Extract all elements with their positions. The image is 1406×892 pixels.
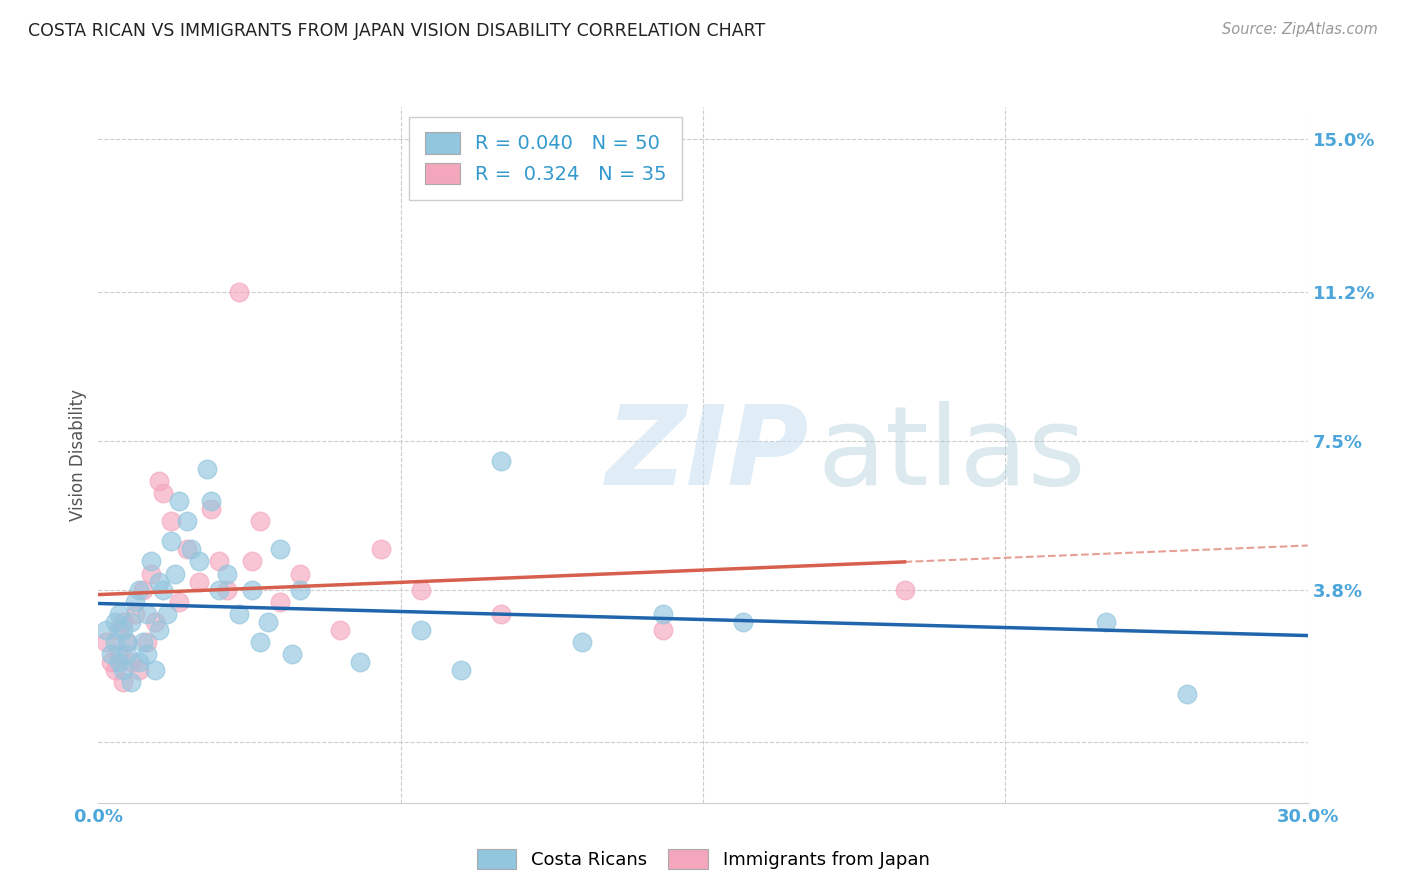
Point (188, 554, 211, 568)
Point (103, 663, 125, 677)
Point (111, 663, 134, 677)
Point (143, 663, 166, 677)
Point (111, 615, 134, 629)
Point (107, 607, 129, 621)
Point (288, 582, 311, 597)
Point (124, 595, 146, 609)
Point (491, 454, 513, 468)
Point (188, 574, 211, 589)
Point (167, 494, 190, 508)
Point (100, 655, 122, 669)
Point (107, 623, 129, 637)
Point (160, 514, 183, 528)
Point (228, 285, 250, 299)
Point (167, 595, 190, 609)
Point (893, 582, 915, 597)
Point (409, 582, 432, 597)
Y-axis label: Vision Disability: Vision Disability (69, 389, 87, 521)
Point (152, 486, 174, 500)
Point (240, 582, 263, 597)
Point (111, 623, 134, 637)
Point (180, 542, 202, 557)
Point (256, 615, 278, 629)
Point (96, 623, 118, 637)
Point (733, 615, 755, 629)
Point (217, 566, 239, 581)
Point (491, 607, 513, 621)
Point (651, 607, 673, 621)
Point (163, 566, 186, 581)
Point (1095, 615, 1118, 629)
Point (143, 615, 166, 629)
Text: Source: ZipAtlas.com: Source: ZipAtlas.com (1222, 22, 1378, 37)
Point (249, 514, 271, 528)
Point (200, 502, 222, 516)
Point (269, 595, 291, 609)
Point (195, 462, 218, 476)
Point (120, 655, 142, 669)
Point (120, 675, 142, 690)
Point (288, 566, 311, 581)
Point (651, 623, 673, 637)
Point (1175, 687, 1198, 701)
Point (208, 554, 231, 568)
Point (111, 675, 134, 690)
Point (115, 635, 138, 649)
Point (152, 582, 174, 597)
Point (148, 574, 170, 589)
Point (100, 647, 122, 661)
Point (160, 534, 183, 549)
Point (128, 663, 150, 677)
Text: ZIP: ZIP (606, 401, 810, 508)
Legend: Costa Ricans, Immigrants from Japan: Costa Ricans, Immigrants from Japan (467, 839, 939, 879)
Point (240, 554, 263, 568)
Point (571, 635, 593, 649)
Point (156, 607, 179, 621)
Point (120, 615, 142, 629)
Point (269, 542, 291, 557)
Point (281, 647, 304, 661)
Point (208, 582, 231, 597)
Point (228, 607, 250, 621)
Point (96, 635, 118, 649)
Point (124, 607, 146, 621)
Point (107, 647, 129, 661)
Point (176, 514, 198, 528)
Point (139, 566, 162, 581)
Point (132, 582, 155, 597)
Text: atlas: atlas (818, 401, 1087, 508)
Point (148, 474, 170, 488)
Legend: R = 0.040   N = 50, R =  0.324   N = 35: R = 0.040 N = 50, R = 0.324 N = 35 (409, 117, 682, 200)
Point (135, 607, 157, 621)
Point (128, 655, 150, 669)
Point (176, 542, 198, 557)
Point (115, 647, 138, 661)
Point (135, 647, 157, 661)
Point (200, 494, 222, 508)
Point (450, 663, 472, 677)
Point (132, 635, 155, 649)
Point (409, 623, 432, 637)
Point (329, 623, 352, 637)
Point (217, 582, 239, 597)
Point (139, 554, 162, 568)
Point (128, 582, 150, 597)
Point (135, 635, 157, 649)
Point (103, 635, 125, 649)
Point (370, 542, 392, 557)
Point (148, 623, 170, 637)
Text: COSTA RICAN VS IMMIGRANTS FROM JAPAN VISION DISABILITY CORRELATION CHART: COSTA RICAN VS IMMIGRANTS FROM JAPAN VIS… (28, 22, 765, 40)
Point (103, 615, 125, 629)
Point (115, 635, 138, 649)
Point (249, 635, 271, 649)
Point (349, 655, 371, 669)
Point (107, 655, 129, 669)
